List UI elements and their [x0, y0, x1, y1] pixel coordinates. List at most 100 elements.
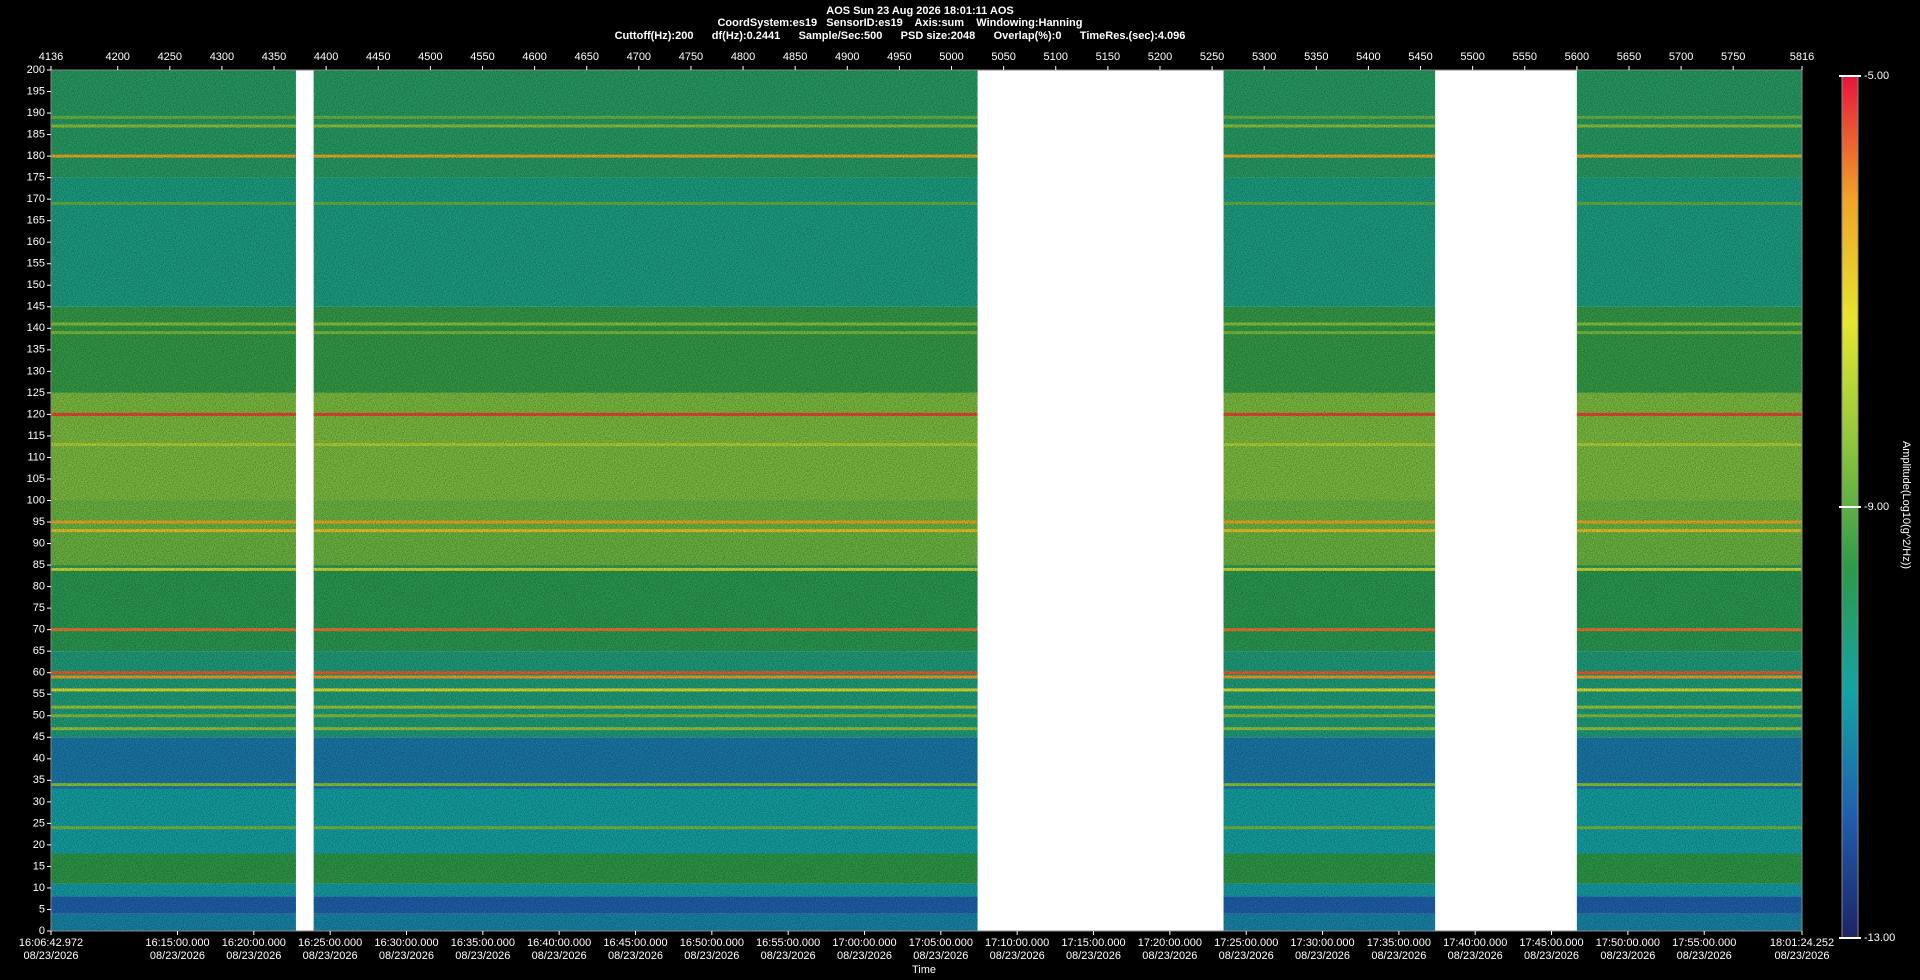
y-tick-label: 0 [39, 925, 45, 937]
x2-tick-label: 5816 [1790, 51, 1814, 63]
y-tick-label: 45 [33, 731, 45, 743]
y-tick-label: 125 [27, 387, 45, 399]
x-tick-label: 17:00:00.000 08/23/2026 [832, 937, 897, 962]
x2-tick-label: 5550 [1513, 51, 1537, 63]
x2-tick-label: 4450 [366, 51, 390, 63]
x-tick-label: 18:01:24.252 08/23/2026 [1769, 937, 1835, 962]
x2-tick-label: 4750 [679, 51, 703, 63]
x2-tick-label: 5650 [1617, 51, 1641, 63]
x-tick-label: 17:10:00.000 08/23/2026 [985, 937, 1050, 962]
y-tick-label: 70 [33, 624, 45, 636]
x2-tick-label: 4850 [783, 51, 807, 63]
y-tick-label: 145 [27, 301, 45, 313]
x2-tick-label: 4300 [210, 51, 234, 63]
x-tick-label: 17:40:00.000 08/23/2026 [1443, 937, 1508, 962]
colorbar-tick-label: -9.00 [1864, 501, 1889, 513]
x2-tick-label: 5100 [1043, 51, 1067, 63]
y-tick-label: 15 [33, 860, 45, 872]
y-tick-label: 65 [33, 645, 45, 657]
x-tick-label: 16:35:00.000 08/23/2026 [450, 937, 515, 962]
y-tick-label: 35 [33, 774, 45, 786]
y-tick-label: 140 [27, 322, 45, 334]
y-tick-label: 200 [27, 64, 45, 76]
y-tick-label: 20 [33, 839, 45, 851]
x2-tick-label: 4600 [522, 51, 546, 63]
x2-tick-label: 5150 [1096, 51, 1120, 63]
x2-tick-label: 4350 [262, 51, 286, 63]
y-tick-label: 155 [27, 258, 45, 270]
colorbar-tick-label: -5.00 [1864, 70, 1889, 82]
y-tick-label: 180 [27, 150, 45, 162]
x-tick-label: 17:05:00.000 08/23/2026 [908, 937, 973, 962]
x2-tick-label: 5200 [1148, 51, 1172, 63]
y-tick-label: 160 [27, 236, 45, 248]
chart-title: AOS Sun 23 Aug 2026 18:01:11 AOS [826, 5, 1013, 17]
x-tick-label: 16:20:00.000 08/23/2026 [221, 937, 286, 962]
x2-tick-label: 4500 [418, 51, 442, 63]
y-tick-label: 90 [33, 537, 45, 549]
y-tick-label: 55 [33, 688, 45, 700]
colorbar-label: Amplitude(Log10(g^2/Hz)) [1900, 441, 1912, 569]
x2-tick-label: 5450 [1408, 51, 1432, 63]
y-tick-label: 30 [33, 796, 45, 808]
x2-tick-label: 5750 [1721, 51, 1745, 63]
x-tick-label: 16:55:00.000 08/23/2026 [756, 937, 821, 962]
y-tick-label: 110 [27, 451, 45, 463]
y-tick-label: 120 [27, 408, 45, 420]
x-tick-label: 17:25:00.000 08/23/2026 [1214, 937, 1279, 962]
y-tick-label: 80 [33, 581, 45, 593]
x-tick-label: 17:30:00.000 08/23/2026 [1290, 937, 1355, 962]
y-tick-label: 105 [27, 473, 45, 485]
y-tick-label: 185 [27, 128, 45, 140]
x2-tick-label: 4700 [627, 51, 651, 63]
x2-tick-label: 5250 [1200, 51, 1224, 63]
y-tick-label: 50 [33, 710, 45, 722]
x-tick-label: 17:50:00.000 08/23/2026 [1595, 937, 1660, 962]
y-tick-label: 95 [33, 516, 45, 528]
y-tick-label: 40 [33, 753, 45, 765]
x2-tick-label: 4250 [158, 51, 182, 63]
x2-tick-label: 4900 [835, 51, 859, 63]
x-tick-label: 17:15:00.000 08/23/2026 [1061, 937, 1126, 962]
x-tick-label: 16:40:00.000 08/23/2026 [527, 937, 592, 962]
x-tick-label: 16:45:00.000 08/23/2026 [603, 937, 668, 962]
y-tick-label: 135 [27, 344, 45, 356]
y-tick-label: 60 [33, 667, 45, 679]
y-tick-label: 100 [27, 494, 45, 506]
y-tick-label: 115 [27, 430, 45, 442]
y-tick-label: 150 [27, 279, 45, 291]
y-tick-label: 190 [27, 107, 45, 119]
y-tick-label: 75 [33, 602, 45, 614]
x-axis-label: Time [912, 964, 936, 976]
x2-tick-label: 4800 [731, 51, 755, 63]
x-tick-label: 17:35:00.000 08/23/2026 [1366, 937, 1431, 962]
y-tick-label: 85 [33, 559, 45, 571]
y-tick-label: 175 [27, 172, 45, 184]
x2-tick-label: 5400 [1356, 51, 1380, 63]
x2-tick-label: 4200 [105, 51, 129, 63]
y-tick-label: 25 [33, 817, 45, 829]
x2-tick-label: 4950 [887, 51, 911, 63]
x2-tick-label: 5500 [1460, 51, 1484, 63]
x-tick-label: 16:30:00.000 08/23/2026 [374, 937, 439, 962]
colorbar-tick-label: -13.00 [1864, 932, 1895, 944]
x2-tick-label: 5300 [1252, 51, 1276, 63]
x2-tick-label: 5700 [1669, 51, 1693, 63]
x2-tick-label: 4650 [574, 51, 598, 63]
y-tick-label: 195 [27, 85, 45, 97]
chart-subtitle: CoordSystem:es19 SensorID:es19 Axis:sum … [717, 17, 1082, 29]
x2-tick-label: 4550 [470, 51, 494, 63]
x-tick-label: 16:50:00.000 08/23/2026 [679, 937, 744, 962]
y-tick-label: 130 [27, 365, 45, 377]
x-tick-label: 16:15:00.000 08/23/2026 [145, 937, 210, 962]
x2-tick-label: 4136 [39, 51, 63, 63]
y-tick-label: 10 [33, 882, 45, 894]
x-tick-label: 16:25:00.000 08/23/2026 [298, 937, 363, 962]
y-tick-label: 165 [27, 215, 45, 227]
y-tick-label: 170 [27, 193, 45, 205]
x2-tick-label: 5050 [991, 51, 1015, 63]
y-tick-label: 5 [39, 903, 45, 915]
x2-tick-label: 5600 [1565, 51, 1589, 63]
